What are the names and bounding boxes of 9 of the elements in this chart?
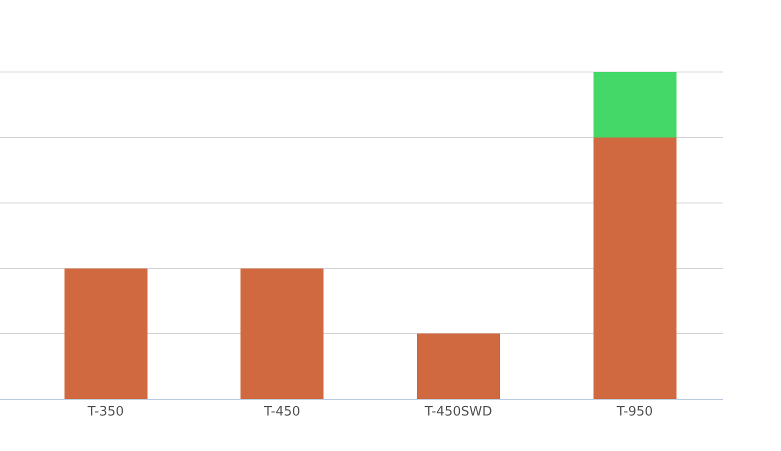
bar bbox=[64, 268, 148, 399]
x-tick-label: T-950 bbox=[616, 404, 653, 420]
bar bbox=[593, 72, 676, 138]
x-tick-label: T-350 bbox=[86, 404, 124, 420]
bar bbox=[593, 138, 676, 399]
bar bbox=[240, 268, 324, 399]
x-tick-label: T-450 bbox=[263, 404, 300, 420]
bar bbox=[417, 334, 500, 399]
x-tick-label: T-450SWD bbox=[424, 404, 492, 420]
